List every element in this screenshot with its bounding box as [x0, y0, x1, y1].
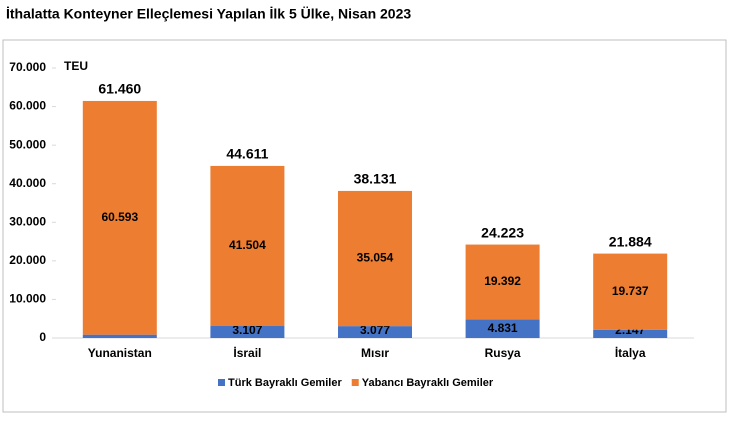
- bar-segment: [210, 165, 285, 327]
- total-label: 24.223: [481, 224, 524, 240]
- x-tick-label: İsrail: [233, 345, 261, 360]
- y-tick-label: 0: [39, 330, 46, 344]
- x-tick-label: Yunanistan: [88, 346, 152, 360]
- y-tick-label: 40.000: [9, 176, 46, 190]
- data-label: 4.831: [488, 321, 518, 335]
- legend-swatch: [218, 379, 225, 386]
- total-label: 61.460: [98, 81, 141, 97]
- legend-swatch: [351, 379, 359, 386]
- x-tick-label: İtalya: [615, 345, 646, 360]
- y-tick-label: 50.000: [9, 137, 46, 151]
- y-unit: TEU: [64, 59, 88, 73]
- bar-segment: [210, 326, 285, 338]
- bar-segment: [82, 100, 157, 335]
- data-label: 35.054: [357, 251, 394, 265]
- bar-segment: [338, 190, 412, 327]
- legend-label: Yabancı Bayraklı Gemiler: [362, 377, 494, 389]
- data-label: 3.077: [360, 323, 390, 337]
- total-label: 44.611: [226, 146, 268, 162]
- data-label: 41.504: [229, 238, 266, 252]
- chart-frame: [2, 39, 727, 413]
- y-tick-label: 30.000: [9, 214, 46, 228]
- bar-segment: [465, 244, 540, 320]
- bar-segment: [593, 329, 668, 338]
- bar-segment: [82, 334, 157, 338]
- y-tick-label: 70.000: [9, 60, 46, 74]
- x-tick-label: Rusya: [485, 346, 521, 360]
- y-tick-label: 10.000: [9, 292, 46, 306]
- total-label: 21.884: [609, 233, 652, 249]
- y-tick-label: 20.000: [9, 253, 46, 267]
- bar-segment: [593, 253, 668, 330]
- y-tick-label: 60.000: [9, 99, 46, 113]
- bar-segment: [338, 326, 412, 338]
- data-label: 19.737: [612, 284, 649, 298]
- x-tick-label: Mısır: [361, 346, 389, 360]
- total-label: 38.131: [354, 171, 397, 187]
- data-label: 60.593: [101, 210, 138, 224]
- legend-label: Türk Bayraklı Gemiler: [228, 377, 342, 389]
- data-label: 19.392: [484, 274, 521, 288]
- chart-title: İthalatta Konteyner Elleçlemesi Yapılan …: [6, 6, 411, 22]
- data-label: 3.107: [232, 323, 262, 337]
- bar-segment: [465, 319, 540, 338]
